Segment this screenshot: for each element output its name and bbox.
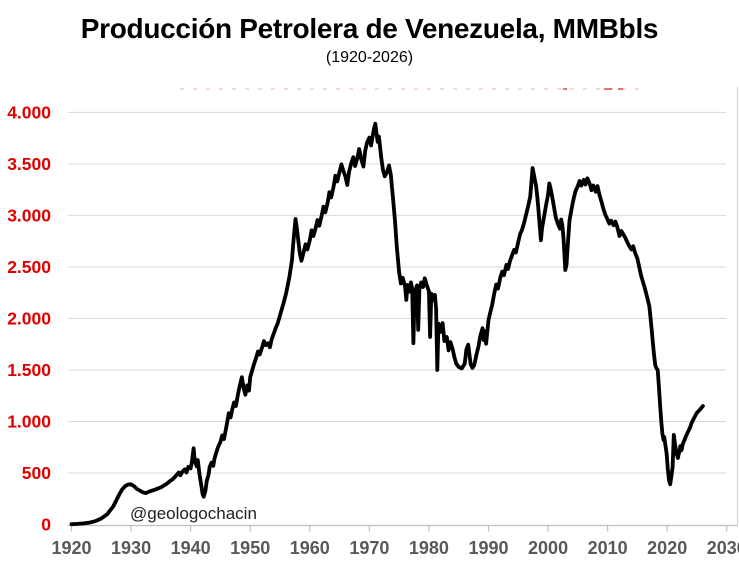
y-axis-label: 1.500 xyxy=(7,360,51,380)
x-axis-label: 2020 xyxy=(647,538,687,558)
x-axis-label: 1960 xyxy=(290,538,330,558)
chart-subtitle: (1920-2026) xyxy=(325,49,414,66)
x-axis-label: 1980 xyxy=(409,538,449,558)
y-axis-label: 3.000 xyxy=(7,205,51,225)
y-axis-label: 1.000 xyxy=(7,411,51,431)
y-axis-label: 3.500 xyxy=(7,154,51,174)
x-axis-label: 2030 xyxy=(707,538,739,558)
y-axis-label: 4.000 xyxy=(7,102,51,122)
x-axis-label: 2000 xyxy=(528,538,568,558)
y-axis-label: 500 xyxy=(22,463,51,483)
y-axis-label: 2.000 xyxy=(7,308,51,328)
x-axis-label: 1940 xyxy=(171,538,211,558)
x-axis-label: 2010 xyxy=(588,538,628,558)
y-axis-label: 0 xyxy=(41,515,51,535)
watermark: @geologochacin xyxy=(130,504,257,523)
chart-title: Producción Petrolera de Venezuela, MMBbl… xyxy=(80,13,659,44)
x-axis-label: 1970 xyxy=(349,538,389,558)
x-axis-label: 1950 xyxy=(230,538,270,558)
x-axis-label: 1990 xyxy=(468,538,508,558)
y-axis-label: 2.500 xyxy=(7,257,51,277)
x-axis-label: 1920 xyxy=(51,538,91,558)
production-line xyxy=(69,121,705,527)
x-axis-label: 1930 xyxy=(111,538,151,558)
